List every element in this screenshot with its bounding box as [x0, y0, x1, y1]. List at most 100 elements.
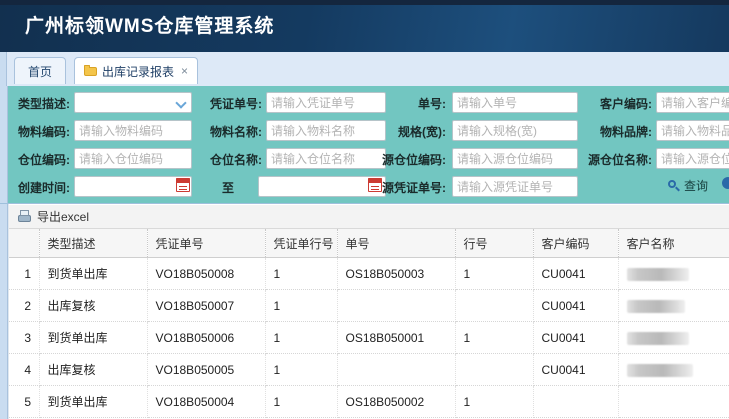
col-cust-code[interactable]: 客户编码: [533, 229, 619, 258]
search-icon: [668, 179, 680, 192]
bin-code-input[interactable]: [74, 148, 192, 169]
label-date-to: 至: [221, 181, 234, 195]
type-desc-select[interactable]: [74, 92, 192, 113]
table-row[interactable]: 5到货单出库VO18B0500041OS18B0500021B: [9, 385, 729, 418]
export-excel-icon[interactable]: [17, 210, 32, 223]
reset-button[interactable]: [722, 177, 729, 189]
label-order-no: 单号:: [418, 97, 446, 111]
col-voucher-no[interactable]: 凭证单号: [147, 229, 266, 258]
cell-order_no: OS18B050002: [337, 385, 456, 418]
cell-rowno: 2: [9, 289, 40, 322]
label-bin-code: 仓位编码:: [18, 153, 70, 167]
cell-type_desc: 到货单出库: [39, 257, 148, 290]
cell-rowno: 3: [9, 321, 40, 354]
cell-type_desc: 到货单出库: [39, 321, 148, 354]
search-filter-panel: 类型描述: 凭证单号: 单号: 客户编码: 物料编码: 物料名称: 规格(宽):…: [0, 86, 729, 203]
cell-voucher_line: 1: [265, 289, 338, 322]
cell-order_no: [337, 353, 456, 386]
tab-bar: 首页 出库记录报表 ×: [0, 52, 729, 87]
src-voucher-no-input[interactable]: [452, 176, 578, 197]
label-src-bin-name: 源仓位名称:: [588, 153, 652, 167]
data-grid-panel: 导出excel 类型描述 凭证单号 凭证单行号 单号 行号 客户编码 客户名称 …: [0, 203, 729, 419]
cell-type_desc: 出库复核: [39, 353, 148, 386]
cell-cust_name: [618, 257, 729, 290]
cell-cust_code: CU0041: [533, 257, 619, 290]
query-button-label: 查询: [684, 179, 709, 193]
tab-home[interactable]: 首页: [14, 57, 66, 84]
label-voucher-no: 凭证单号:: [210, 97, 262, 111]
grid-toolbar: 导出excel: [9, 205, 729, 229]
material-code-input[interactable]: [74, 120, 192, 141]
redacted-customer-name: [626, 331, 689, 345]
cell-line_no: [455, 353, 534, 386]
filter-row-3: 仓位编码: 仓位名称: 源仓位编码: 源仓位名称:: [0, 146, 729, 172]
cell-type_desc: 出库复核: [39, 289, 148, 322]
create-time-from-input[interactable]: [74, 176, 192, 197]
tab-outbound-record-report[interactable]: 出库记录报表 ×: [74, 57, 199, 84]
table-row[interactable]: 4出库复核VO18B0500051CU0041B: [9, 353, 729, 386]
bin-name-input[interactable]: [266, 148, 386, 169]
query-button[interactable]: 查询: [668, 177, 708, 194]
tab-home-label: 首页: [27, 64, 52, 79]
col-rowno: [9, 229, 40, 258]
cell-voucher_no: VO18B050008: [147, 257, 266, 290]
material-brand-input[interactable]: [656, 120, 729, 141]
calendar-icon[interactable]: [368, 178, 382, 192]
cell-rowno: 4: [9, 353, 40, 386]
cell-voucher_line: 1: [265, 321, 338, 354]
cell-cust_name: [618, 353, 729, 386]
cell-order_no: OS18B050003: [337, 257, 456, 290]
label-material-code: 物料编码:: [18, 125, 70, 139]
cell-cust_code: CU0041: [533, 289, 619, 322]
col-cust-name[interactable]: 客户名称: [618, 229, 729, 258]
cell-cust_name: [618, 385, 729, 418]
material-name-input[interactable]: [266, 120, 386, 141]
filter-left-rail: [0, 86, 8, 203]
cell-line_no: 1: [455, 257, 534, 290]
cell-voucher_line: 1: [265, 353, 338, 386]
redacted-customer-name: [626, 299, 685, 313]
table-row[interactable]: 2出库复核VO18B0500071CU0041B: [9, 289, 729, 322]
table-body: 1到货单出库VO18B0500081OS18B0500031CU0041B2出库…: [9, 257, 729, 418]
spec-width-input[interactable]: [452, 120, 578, 141]
table-header-row: 类型描述 凭证单号 凭证单行号 单号 行号 客户编码 客户名称 单: [9, 229, 729, 258]
label-type-desc: 类型描述:: [18, 97, 70, 111]
col-order-no[interactable]: 单号: [337, 229, 456, 258]
cell-voucher_line: 1: [265, 385, 338, 418]
col-type-desc[interactable]: 类型描述: [39, 229, 148, 258]
voucher-no-input[interactable]: [266, 92, 386, 113]
label-src-voucher-no: 源凭证单号:: [382, 181, 446, 195]
filter-row-2: 物料编码: 物料名称: 规格(宽): 物料品牌:: [0, 118, 729, 144]
table-row[interactable]: 1到货单出库VO18B0500081OS18B0500031CU0041B: [9, 257, 729, 290]
cell-type_desc: 到货单出库: [39, 385, 148, 418]
tabbar-left-edge: [0, 52, 7, 86]
table-row[interactable]: 3到货单出库VO18B0500061OS18B0500011CU0041B: [9, 321, 729, 354]
filter-row-1: 类型描述: 凭证单号: 单号: 客户编码:: [0, 90, 729, 116]
col-line-no[interactable]: 行号: [455, 229, 534, 258]
cust-code-input[interactable]: [656, 92, 729, 113]
label-cust-code: 客户编码:: [600, 97, 652, 111]
reset-icon: [722, 177, 729, 189]
cell-order_no: OS18B050001: [337, 321, 456, 354]
cell-voucher_no: VO18B050005: [147, 353, 266, 386]
order-no-input[interactable]: [452, 92, 578, 113]
src-bin-name-input[interactable]: [656, 148, 729, 169]
cell-line_no: 1: [455, 385, 534, 418]
app-title: 广州标领WMS仓库管理系统: [25, 16, 275, 37]
label-material-brand: 物料品牌:: [600, 125, 652, 139]
calendar-icon[interactable]: [176, 178, 190, 192]
redacted-customer-name: [626, 363, 693, 377]
src-bin-code-input[interactable]: [452, 148, 578, 169]
cell-voucher_no: VO18B050006: [147, 321, 266, 354]
cell-voucher_no: VO18B050004: [147, 385, 266, 418]
cell-voucher_no: VO18B050007: [147, 289, 266, 322]
cell-cust_code: CU0041: [533, 353, 619, 386]
export-excel-button[interactable]: 导出excel: [37, 210, 90, 224]
create-time-to-input[interactable]: [258, 176, 386, 197]
filter-row-4: 创建时间: 至 源凭证单号: 查询: [0, 174, 729, 200]
col-voucher-line[interactable]: 凭证单行号: [265, 229, 338, 258]
close-icon[interactable]: ×: [181, 64, 189, 78]
cell-line_no: [455, 289, 534, 322]
label-src-bin-code: 源仓位编码:: [382, 153, 446, 167]
